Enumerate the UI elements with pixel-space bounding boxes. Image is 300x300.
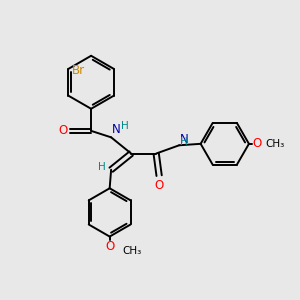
Text: Br: Br	[72, 64, 85, 77]
Text: O: O	[105, 240, 114, 253]
Text: N: N	[180, 133, 188, 146]
Text: CH₃: CH₃	[122, 246, 141, 256]
Text: O: O	[154, 178, 164, 192]
Text: O: O	[58, 124, 68, 137]
Text: CH₃: CH₃	[266, 139, 285, 149]
Text: O: O	[253, 137, 262, 150]
Text: N: N	[112, 123, 121, 136]
Text: H: H	[180, 137, 188, 147]
Text: H: H	[98, 162, 106, 172]
Text: H: H	[121, 121, 128, 131]
